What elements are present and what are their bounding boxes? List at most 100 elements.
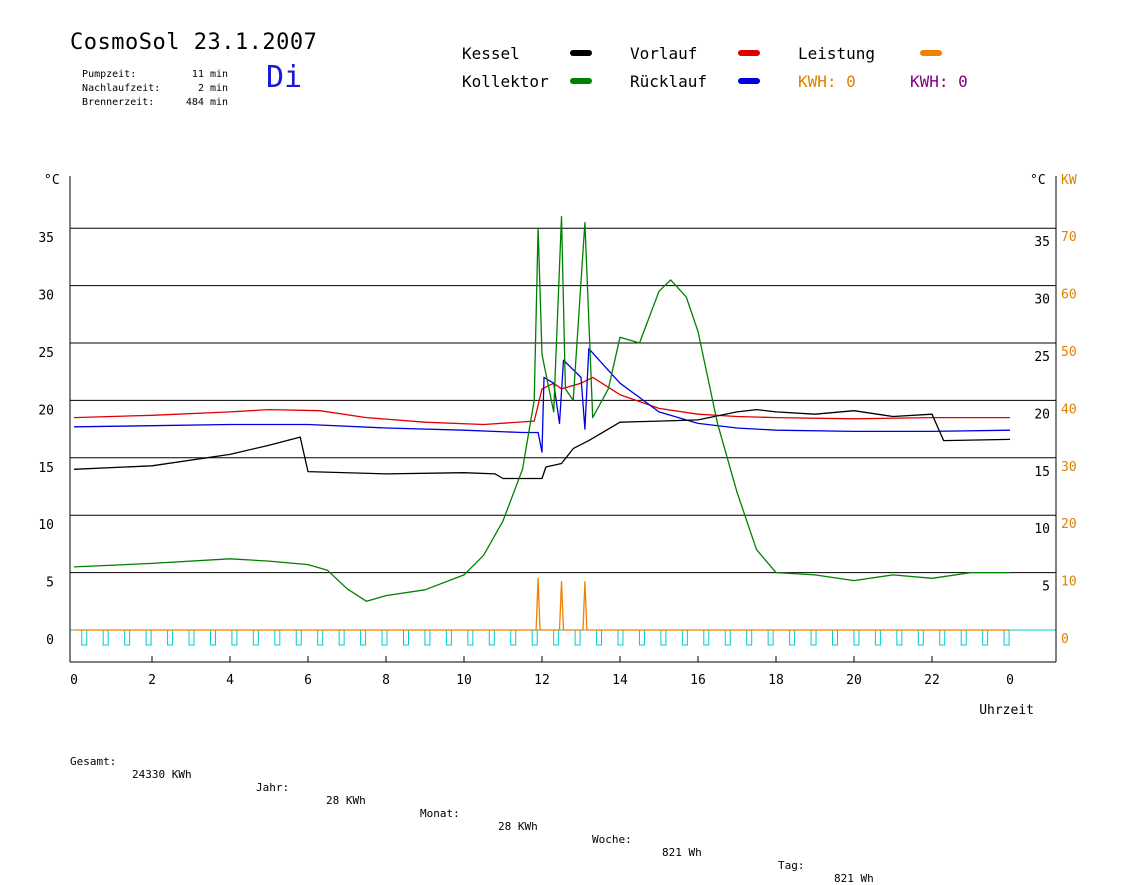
pump-marker: [574, 629, 581, 646]
pump-marker: [982, 629, 989, 646]
pump-marker: [853, 629, 860, 646]
pump-marker: [295, 629, 302, 646]
x-tick-4: 8: [382, 673, 390, 688]
pump-marker: [810, 629, 817, 646]
y-tick-right-kw-20: 20: [1061, 517, 1077, 532]
footer-jahr-label: Jahr:: [256, 781, 290, 794]
y-tick-right-kw-70: 70: [1061, 230, 1077, 245]
pump-markers: [81, 629, 1010, 646]
pump-marker: [102, 629, 109, 646]
footer-woche-value: 821 Wh: [662, 846, 702, 859]
legend-kessel-label: Kessel: [462, 44, 520, 63]
pump-marker: [338, 629, 345, 646]
unit-right-c: °C: [1030, 173, 1046, 188]
pump-marker: [874, 629, 881, 646]
app-title: CosmoSol 23.1.2007: [70, 30, 318, 55]
pump-marker: [896, 629, 903, 646]
x-tick-5: 10: [456, 673, 472, 688]
x-tick-12: 0: [1006, 673, 1014, 688]
pump-marker: [274, 629, 281, 646]
footer-gesamt-label: Gesamt:: [70, 755, 117, 768]
pump-marker: [488, 629, 495, 646]
pump-marker: [746, 629, 753, 646]
pump-marker: [617, 629, 624, 646]
footer-totals: Gesamt: 24330 KWh Jahr: 28 KWh Monat: 28…: [70, 742, 874, 885]
y-tick-left-35: 35: [38, 231, 54, 246]
y-tick-left-30: 30: [38, 289, 54, 304]
x-axis-label: Uhrzeit: [979, 703, 1034, 718]
legend-leistung-label: Leistung: [798, 44, 876, 63]
weekday-label: Di: [266, 60, 303, 95]
x-tick-10: 20: [846, 673, 862, 688]
pump-marker: [596, 629, 603, 646]
y-tick-right-kw-50: 50: [1061, 345, 1077, 360]
pump-marker: [960, 629, 967, 646]
x-tick-7: 14: [612, 673, 628, 688]
pump-marker: [767, 629, 774, 646]
pump-marker: [381, 629, 388, 646]
overrun-time-label: Nachlaufzeit:: [82, 83, 161, 94]
series-vorlauf: [73, 376, 1010, 426]
pump-time-label: Pumpzeit:: [82, 69, 137, 80]
pump-marker: [939, 629, 946, 646]
pump-marker: [510, 629, 517, 646]
y-tick-right-kw-10: 10: [1061, 575, 1077, 590]
y-tick-left-5: 5: [46, 576, 54, 591]
pump-marker: [724, 629, 731, 646]
pump-marker: [681, 629, 688, 646]
series-kessel: [73, 408, 1011, 480]
legend-kollektor-label: Kollektor: [462, 72, 549, 91]
pump-marker: [252, 629, 259, 646]
overrun-time-row: Nachlaufzeit: 2 min: [70, 72, 228, 94]
legend-ruecklauf-swatch: [738, 78, 760, 84]
pump-marker: [209, 629, 216, 646]
y-tick-right-c-5: 5: [1042, 580, 1050, 595]
x-tick-2: 4: [226, 673, 234, 688]
footer-monat-label: Monat:: [420, 807, 460, 820]
pump-marker: [445, 629, 452, 646]
y-tick-right-c-35: 35: [1034, 235, 1050, 250]
y-tick-right-c-25: 25: [1034, 350, 1050, 365]
kwh-purple-readout: KWH: 0: [910, 72, 968, 91]
legend-vorlauf-label: Vorlauf: [630, 44, 698, 63]
pump-marker: [917, 629, 924, 646]
pump-time-row: Pumpzeit: 11 min: [70, 58, 228, 80]
y-tick-left-20: 20: [38, 403, 54, 418]
pump-marker: [317, 629, 324, 646]
legend-ruecklauf-label: Rücklauf: [630, 72, 708, 91]
pump-marker: [424, 629, 431, 646]
pump-marker: [167, 629, 174, 646]
series-kollektor: [73, 216, 1010, 602]
pump-marker: [124, 629, 131, 646]
legend-kollektor-swatch: [570, 78, 592, 84]
x-tick-9: 18: [768, 673, 784, 688]
y-tick-right-c-30: 30: [1034, 293, 1050, 308]
x-tick-11: 22: [924, 673, 940, 688]
pump-marker: [360, 629, 367, 646]
legend-vorlauf-swatch: [738, 50, 760, 56]
pump-marker: [231, 629, 238, 646]
series-layer: [73, 216, 1011, 631]
pump-marker: [660, 629, 667, 646]
pump-time-value: 11 min: [191, 69, 229, 80]
burner-time-value: 484 min: [185, 97, 229, 108]
x-tick-0: 0: [70, 673, 78, 688]
kwh-orange-readout: KWH: 0: [798, 72, 856, 91]
overrun-time-value: 2 min: [197, 83, 229, 94]
y-tick-right-kw-60: 60: [1061, 288, 1077, 303]
tick-labels: 0510152025303551015202530350102030405060…: [38, 173, 1076, 718]
y-tick-right-kw-40: 40: [1061, 402, 1077, 417]
series-rcklauf: [73, 348, 1011, 453]
unit-right-kw: KW: [1061, 173, 1077, 188]
footer-tag-value: 821 Wh: [834, 872, 874, 885]
y-tick-left-15: 15: [38, 461, 54, 476]
footer-tag-label: Tag:: [778, 859, 805, 872]
burner-time-label: Brennerzeit:: [82, 97, 155, 108]
burner-time-row: Brennerzeit: 484 min: [70, 86, 228, 108]
pump-marker: [789, 629, 796, 646]
pump-marker: [81, 629, 88, 646]
pump-marker: [403, 629, 409, 646]
y-tick-right-c-20: 20: [1034, 407, 1050, 422]
pump-marker: [638, 629, 645, 646]
pump-marker: [1003, 629, 1010, 646]
